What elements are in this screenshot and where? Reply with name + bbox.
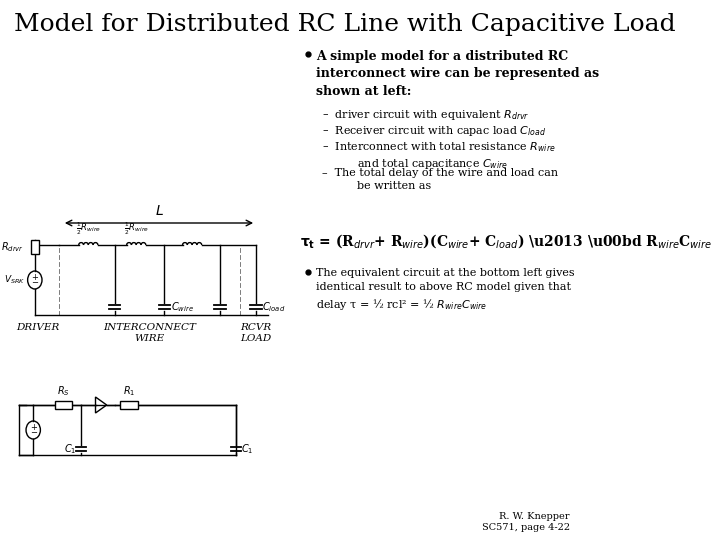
- Text: $C_{load}$: $C_{load}$: [262, 300, 286, 314]
- Text: Model for Distributed RC Line with Capacitive Load: Model for Distributed RC Line with Capac…: [14, 13, 675, 36]
- Text: $R_{drvr}$: $R_{drvr}$: [1, 240, 24, 254]
- Text: $L$: $L$: [155, 204, 163, 218]
- Text: $C_{wire}$: $C_{wire}$: [171, 300, 194, 314]
- Text: −: −: [30, 429, 37, 437]
- Text: –  driver circuit with equivalent $R_{drvr}$: – driver circuit with equivalent $R_{drv…: [323, 108, 530, 122]
- Text: –  The total delay of the wire and load can
          be written as: – The total delay of the wire and load c…: [323, 168, 559, 191]
- Text: R. W. Knepper
SC571, page 4-22: R. W. Knepper SC571, page 4-22: [482, 512, 570, 532]
- Bar: [55, 401, 72, 409]
- Bar: [120, 401, 138, 409]
- Text: $C_1$: $C_1$: [240, 442, 253, 456]
- Text: $C_1$: $C_1$: [64, 442, 76, 456]
- Text: RCVR
LOAD: RCVR LOAD: [240, 323, 271, 343]
- Text: A simple model for a distributed RC
interconnect wire can be represented as
show: A simple model for a distributed RC inte…: [316, 50, 599, 98]
- Text: The equivalent circuit at the bottom left gives
identical result to above RC mod: The equivalent circuit at the bottom lef…: [316, 268, 575, 312]
- Text: $R_S$: $R_S$: [57, 384, 70, 398]
- Text: $R_1$: $R_1$: [123, 384, 135, 398]
- Text: −: −: [31, 279, 38, 287]
- Text: $\mathbf{\tau_t}$ = (R$_{drvr}$+ R$_{wire}$)(C$_{wire}$+ C$_{load}$) \u2013 \u00: $\mathbf{\tau_t}$ = (R$_{drvr}$+ R$_{wir…: [300, 232, 712, 250]
- Text: $V_{SRK}$: $V_{SRK}$: [4, 274, 25, 286]
- Text: $\frac{1}{2}R_{wire}$: $\frac{1}{2}R_{wire}$: [76, 221, 101, 237]
- Text: $\frac{1}{2}R_{wire}$: $\frac{1}{2}R_{wire}$: [124, 221, 148, 237]
- Text: +: +: [32, 273, 38, 281]
- Text: DRIVER: DRIVER: [17, 323, 60, 332]
- Text: INTERCONNECT
WIRE: INTERCONNECT WIRE: [104, 323, 197, 343]
- Text: –  Receiver circuit with capac load $C_{load}$: – Receiver circuit with capac load $C_{l…: [323, 124, 546, 138]
- Text: –  Interconnect with total resistance $R_{wire}$
          and total capacitance: – Interconnect with total resistance $R_…: [323, 140, 556, 171]
- Bar: [31, 240, 39, 254]
- Text: +: +: [30, 422, 37, 431]
